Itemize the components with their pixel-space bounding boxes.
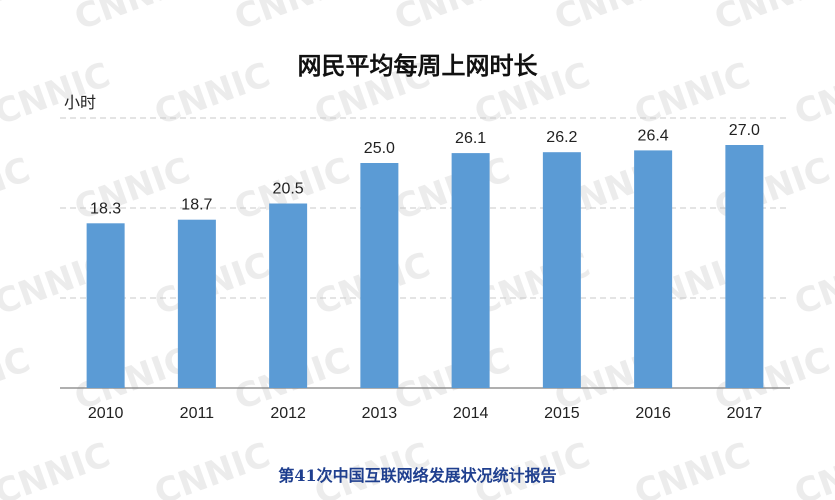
y-axis-unit-label: 小时: [64, 93, 97, 112]
bar-2011: [177, 219, 216, 388]
x-tick-label-2010: 2010: [88, 405, 124, 422]
bar-2013: [360, 163, 399, 388]
x-tick-label-2015: 2015: [544, 405, 580, 422]
bar-2015: [542, 152, 581, 388]
data-label-2010: 18.3: [90, 200, 121, 217]
data-label-2011: 18.7: [181, 197, 212, 214]
x-tick-label-2016: 2016: [635, 405, 671, 422]
bar-2017: [725, 145, 764, 388]
bar-2012: [269, 203, 308, 388]
x-tick-label-2017: 2017: [727, 405, 763, 422]
report-footer: 第41次中国互联网络发展状况统计报告: [278, 466, 557, 485]
x-tick-label-2012: 2012: [270, 405, 306, 422]
bar-2016: [634, 150, 673, 388]
data-label-2016: 26.4: [638, 127, 669, 144]
data-label-2015: 26.2: [546, 129, 577, 146]
bar-2010: [86, 223, 125, 388]
data-label-2017: 27.0: [729, 122, 760, 139]
x-tick-label-2013: 2013: [362, 405, 398, 422]
x-tick-label-2011: 2011: [180, 405, 215, 422]
x-tick-label-2014: 2014: [453, 405, 489, 422]
data-label-2013: 25.0: [364, 140, 395, 157]
data-label-2012: 20.5: [273, 181, 304, 198]
bar-2014: [451, 153, 490, 388]
chart-title: 网民平均每周上网时长: [297, 52, 538, 80]
data-label-2014: 26.1: [455, 130, 486, 147]
